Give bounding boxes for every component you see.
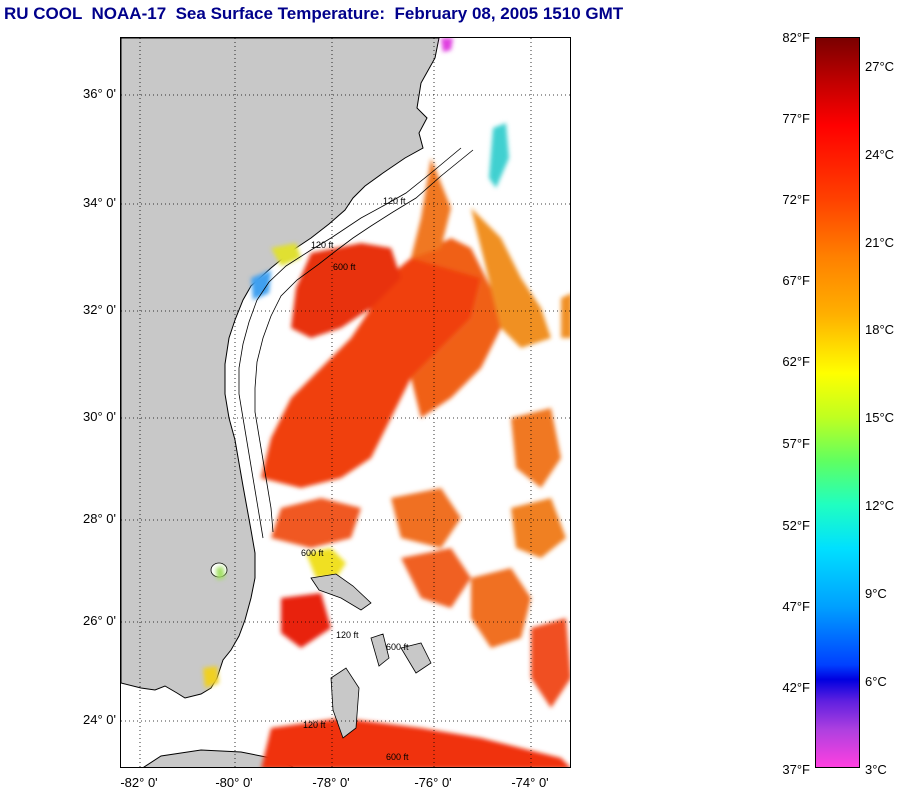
cb-label-6c: 6°C: [865, 674, 887, 689]
lat-label-34: 34° 0': [83, 195, 116, 210]
contour-label-120-c: 120 ft: [336, 630, 359, 640]
sst-cold-features: [203, 38, 509, 688]
cb-label-82f: 82°F: [782, 30, 810, 45]
lat-label-32: 32° 0': [83, 302, 116, 317]
cb-label-15c: 15°C: [865, 410, 895, 425]
cb-label-37f: 37°F: [782, 762, 810, 777]
cb-label-12c: 12°C: [865, 498, 895, 513]
cb-label-21c: 21°C: [865, 235, 895, 250]
sst-map: 120 ft 600 ft 120 ft 600 ft 120 ft 600 f…: [120, 37, 571, 768]
cb-label-52f: 52°F: [782, 518, 810, 533]
cb-label-42f: 42°F: [782, 680, 810, 695]
contour-label-600: 600 ft: [333, 262, 356, 272]
lon-label-74: -74° 0': [511, 775, 549, 790]
lat-label-24: 24° 0': [83, 712, 116, 727]
cb-label-18c: 18°C: [865, 322, 895, 337]
lon-label-80: -80° 0': [215, 775, 253, 790]
cb-label-47f: 47°F: [782, 599, 810, 614]
contour-label-120: 120 ft: [383, 196, 406, 206]
cb-label-3c: 3°C: [865, 762, 887, 777]
sst-field: [261, 158, 570, 767]
lat-label-30: 30° 0': [83, 409, 116, 424]
bahamas-islands: [310, 573, 432, 739]
cb-label-62f: 62°F: [782, 354, 810, 369]
temperature-colorbar: [815, 37, 860, 768]
lat-label-26: 26° 0': [83, 613, 116, 628]
lon-label-78: -78° 0': [312, 775, 350, 790]
map-title: RU COOL NOAA-17 Sea Surface Temperature:…: [4, 4, 624, 23]
cb-label-77f: 77°F: [782, 111, 810, 126]
lon-label-76: -76° 0': [414, 775, 452, 790]
land-mass-us: [121, 38, 440, 699]
contour-label-120-d: 120 ft: [303, 720, 326, 730]
contour-label-600-c: 600 ft: [386, 642, 409, 652]
lat-label-36: 36° 0': [83, 86, 116, 101]
cb-label-24c: 24°C: [865, 147, 895, 162]
contour-label-600-d: 600 ft: [386, 752, 409, 762]
cb-label-27c: 27°C: [865, 59, 895, 74]
lon-label-82: -82° 0': [120, 775, 158, 790]
depth-contours: [238, 147, 474, 539]
land-mass-cuba: [143, 749, 294, 767]
contour-label-600-b: 600 ft: [301, 548, 324, 558]
cb-label-67f: 67°F: [782, 273, 810, 288]
lat-label-28: 28° 0': [83, 511, 116, 526]
sst-map-canvas: 120 ft 600 ft 120 ft 600 ft 120 ft 600 f…: [121, 38, 570, 767]
cb-label-72f: 72°F: [782, 192, 810, 207]
contour-label-120-b: 120 ft: [311, 240, 334, 250]
cb-label-9c: 9°C: [865, 586, 887, 601]
cb-label-57f: 57°F: [782, 436, 810, 451]
contour-labels: 120 ft 600 ft 120 ft 600 ft 120 ft 600 f…: [301, 196, 409, 762]
